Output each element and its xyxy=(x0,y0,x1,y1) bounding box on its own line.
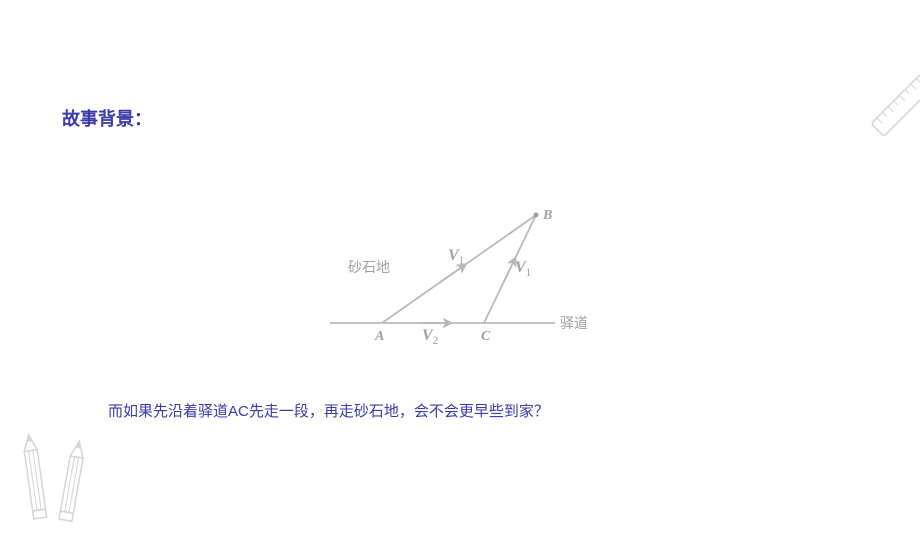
body-question-text: 而如果先沿着驿道AC先走一段，再走砂石地，会不会更早些到家？ xyxy=(108,400,549,421)
geometry-diagram: A B C 砂石地 驿道 V1 V1 V2 xyxy=(300,195,640,355)
label-road: 驿道 xyxy=(560,313,588,333)
label-v1-ab: V1 xyxy=(448,247,464,267)
ruler-decoration-icon xyxy=(858,68,920,153)
label-v2-ac: V2 xyxy=(422,327,438,347)
page-title: 故事背景： xyxy=(62,105,152,131)
point-label-c: C xyxy=(481,329,490,345)
point-label-a: A xyxy=(375,329,384,345)
label-sand: 砂石地 xyxy=(348,257,390,277)
pencils-decoration-icon xyxy=(10,430,100,535)
point-label-b: B xyxy=(543,208,552,224)
label-v1-cb: V1 xyxy=(515,259,531,279)
